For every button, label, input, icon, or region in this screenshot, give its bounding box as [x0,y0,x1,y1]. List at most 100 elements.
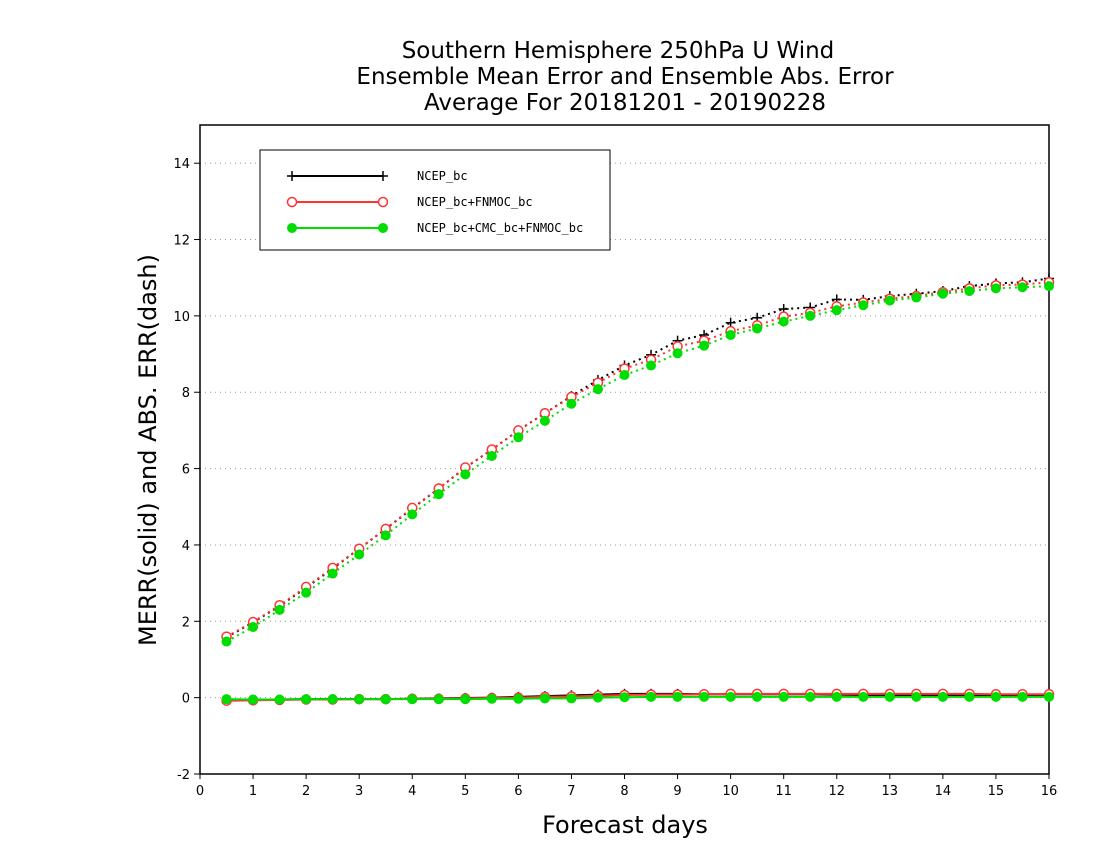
merr-point [619,692,630,703]
merr-point [858,691,869,702]
abs-err-point [937,288,948,299]
merr-point [539,693,550,704]
merr-point [380,694,391,705]
legend: NCEP_bc NCEP_bc+FNMOC_bc NCEP_bc+CMC_bc+FN… [259,149,611,251]
x-tick-label: 12 [828,784,845,799]
abs-err-point [248,622,259,633]
x-tick-label: 16 [1041,784,1058,799]
merr-point [407,694,418,705]
legend-entry: NCEP_bc+FNMOC_bc [286,195,533,209]
merr-point [1017,691,1028,702]
abs-err-point [433,489,444,500]
merr-point [486,693,497,704]
abs-err-point [221,636,232,647]
x-tick-label: 14 [935,784,952,799]
abs-err-point [672,348,683,359]
merr-point [460,694,471,705]
abs-err-point [592,384,603,395]
x-tick-label: 4 [408,784,416,799]
merr-point [699,691,710,702]
x-tick-label: 9 [673,784,681,799]
abs-err-point [354,549,365,560]
merr-point [354,694,365,705]
x-tick-label: 13 [882,784,899,799]
merr-point [301,694,312,705]
legend-label: NCEP_bc+CMC_bc+FNMOC_bc [417,221,583,235]
x-tick-label: 0 [196,784,204,799]
abs-err-point [725,329,736,340]
abs-err-point [646,360,657,371]
abs-err-point [539,415,550,426]
legend-label: NCEP_bc+FNMOC_bc [417,195,533,209]
legend-box [259,149,611,251]
abs-err-point [301,587,312,598]
x-axis-label: Forecast days [542,811,708,839]
legend-marker-start [286,196,298,208]
y-axis-label: MERR(solid) and ABS. ERR(dash) [134,254,162,646]
merr-point [884,691,895,702]
x-tick-label: 7 [567,784,575,799]
abs-err-point [513,432,524,443]
abs-err-line [226,281,1050,638]
legend-entry: NCEP_bc+CMC_bc+FNMOC_bc [287,221,583,235]
legend-label: NCEP_bc [417,169,468,183]
abs-err-point [380,530,391,541]
merr-point [937,691,948,702]
legend-marker-end [378,171,388,181]
merr-point [327,694,338,705]
merr-point [1044,691,1054,702]
merr-point [646,691,657,702]
merr-point [433,694,444,705]
legend-marker-end [378,223,388,233]
y-tick-label: 8 [182,386,190,401]
x-tick-label: 2 [302,784,310,799]
merr-point [274,694,285,705]
merr-point [964,691,975,702]
abs-err-point [566,398,577,409]
y-tick-label: 10 [173,310,190,325]
x-tick-label: 10 [722,784,739,799]
title-line-1: Southern Hemisphere 250hPa U Wind [402,38,835,64]
abs-err-point [964,286,975,297]
y-tick-label: -2 [177,768,190,783]
x-tick-label: 8 [620,784,628,799]
y-tick-label: 0 [182,692,190,707]
abs-err-point [884,295,895,306]
series-1 [221,277,1055,706]
y-tick-label: 12 [173,234,190,249]
abs-err-point [1044,281,1054,292]
y-tick-label: 14 [173,157,190,172]
x-tick-label: 15 [988,784,1005,799]
merr-line [226,695,1049,701]
x-tick-label: 1 [249,784,257,799]
merr-point [911,691,922,702]
merr-point [592,692,603,703]
merr-point [725,691,736,702]
abs-err-point [699,340,710,351]
abs-err-point [990,283,1001,294]
legend-marker-start [287,171,297,181]
merr-point [831,691,842,702]
abs-err-point [486,450,497,461]
abs-err-point [831,305,842,316]
abs-err-line [226,277,1050,639]
abs-err-point [407,509,418,520]
legend-entry: NCEP_bc [287,169,468,183]
abs-err-point [327,568,338,579]
legend-marker-end [377,196,389,208]
x-tick-label: 11 [775,784,792,799]
merr-point [513,693,524,704]
merr-point [248,694,259,705]
merr-point [672,691,683,702]
y-tick-label: 2 [182,615,190,630]
title-line-3: Average For 20181201 - 20190228 [424,90,826,116]
merr-point [805,691,816,702]
abs-err-point [752,323,763,334]
abs-err-point [805,310,816,321]
merr-point [566,693,577,704]
merr-point [221,694,232,705]
series-group [221,273,1055,706]
merr-point [752,691,763,702]
